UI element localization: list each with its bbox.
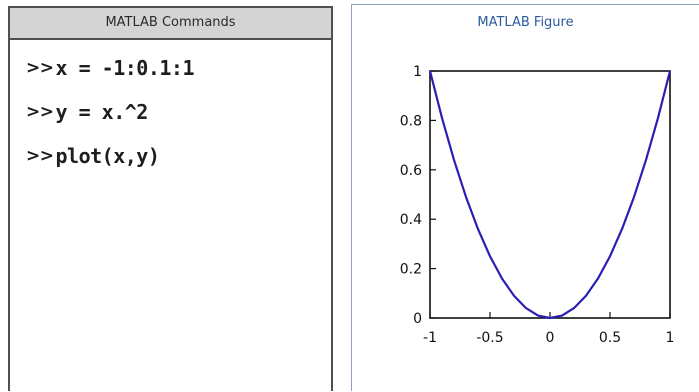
- plot-axes-box: [429, 70, 671, 319]
- matlab-figure-window: MATLAB Figure -1 -0.5 0 0.5 1 0 0.2 0.4 0.6 0.8 1: [351, 4, 699, 391]
- x-tick-label: 0.5: [599, 330, 621, 346]
- y-tick-label: 1: [413, 64, 422, 80]
- command-line: >> x = -1:0.1:1: [26, 56, 331, 100]
- x-tick-label: 1: [666, 330, 675, 346]
- y-tick-label: 0.4: [400, 212, 422, 228]
- command-history: >> x = -1:0.1:1 >> y = x.^2 >> plot(x,y): [10, 40, 331, 188]
- x-tick-label: -1: [423, 330, 437, 346]
- command-line: >> y = x.^2: [26, 100, 331, 144]
- command-text: plot(x,y): [55, 144, 160, 168]
- x-tick-label: -0.5: [476, 330, 503, 346]
- x-tick-label: 0: [546, 330, 555, 346]
- y-tick-label: 0: [413, 311, 422, 327]
- command-prompt: >>: [26, 102, 54, 122]
- plot-canvas: -1 -0.5 0 0.5 1 0 0.2 0.4 0.6 0.8 1: [400, 64, 675, 346]
- command-line: >> plot(x,y): [26, 144, 331, 188]
- y-tick-label: 0.8: [400, 113, 422, 129]
- command-text: x = -1:0.1:1: [55, 56, 195, 80]
- commands-window-title: MATLAB Commands: [10, 8, 331, 40]
- command-prompt: >>: [26, 58, 54, 78]
- matlab-commands-window: MATLAB Commands >> x = -1:0.1:1 >> y = x.^2…: [8, 6, 333, 391]
- y-tick-label: 0.2: [400, 262, 422, 278]
- data-line-series: [428, 70, 672, 320]
- command-text: y = x.^2: [55, 100, 149, 124]
- command-prompt: >>: [26, 146, 54, 166]
- y-tick-label: 0.6: [400, 163, 422, 179]
- figure-window-title: MATLAB Figure: [477, 15, 574, 30]
